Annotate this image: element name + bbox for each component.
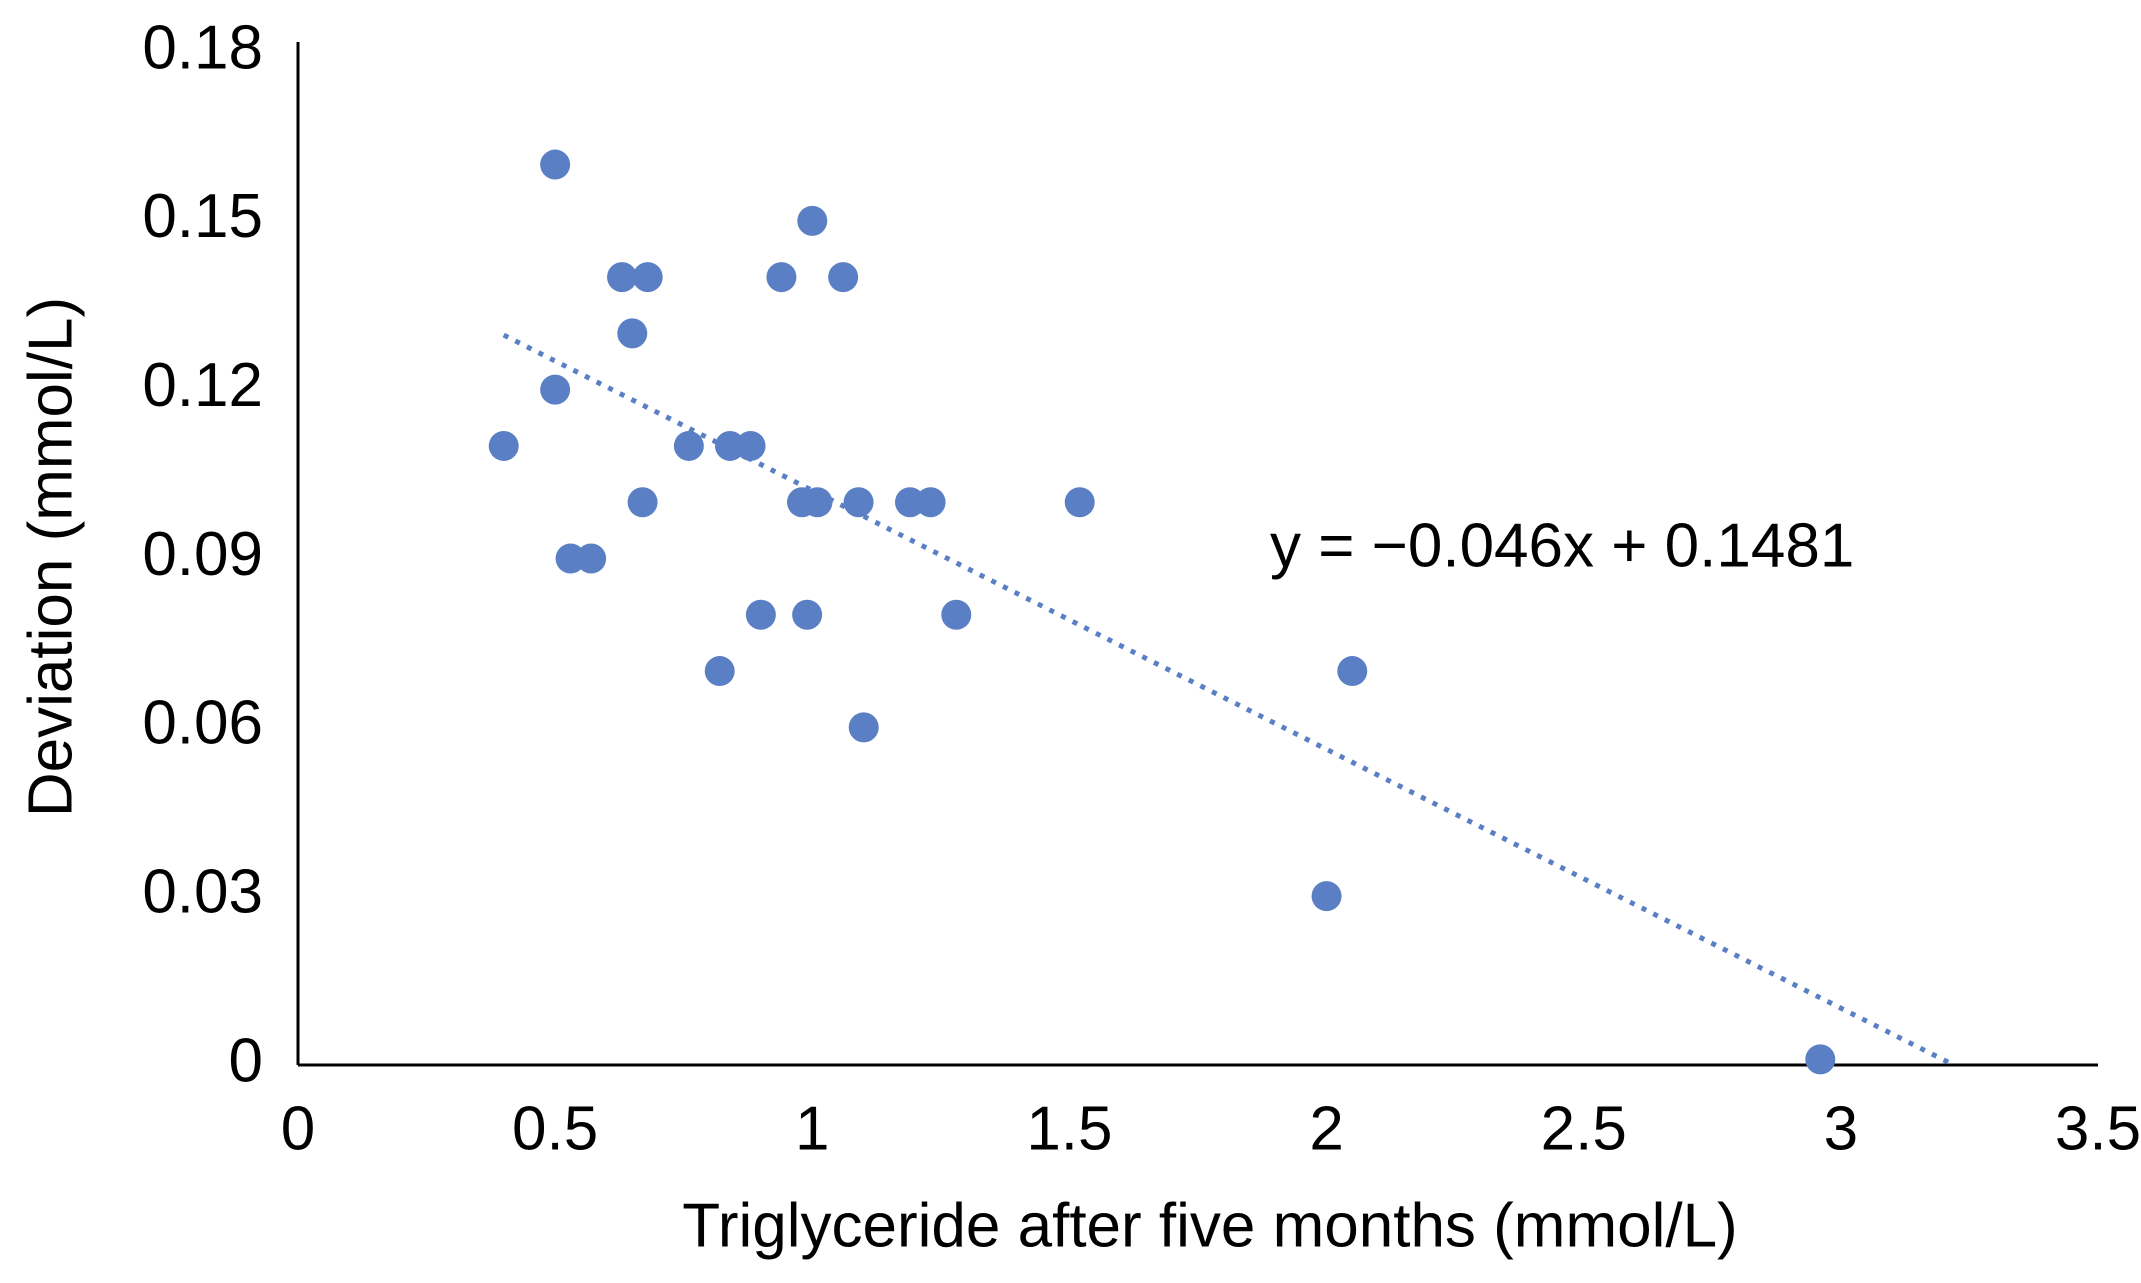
y-tick-label: 0.09 [142,520,263,589]
point [627,487,658,518]
x-tick-label: 1 [795,1094,829,1163]
point [704,656,735,687]
point [766,262,797,293]
point [540,374,571,405]
point [1311,881,1342,912]
y-tick-label: 0 [229,1026,263,1095]
point [488,430,519,461]
point [1064,487,1095,518]
trendline-equation: y = −0.046x + 0.1481 [1270,511,1854,580]
x-axis-title: Triglyceride after five months (mmol/L) [682,1191,1737,1260]
x-tick-label: 0.5 [512,1094,598,1163]
x-tick-label: 1.5 [1026,1094,1112,1163]
y-tick-label: 0.15 [142,182,263,251]
point [802,487,833,518]
x-tick-label: 3.5 [2055,1094,2141,1163]
point [1805,1044,1836,1075]
y-tick-label: 0.18 [142,13,263,82]
point [745,599,776,630]
point [792,599,823,630]
point [848,712,879,743]
point [617,318,648,349]
point [555,543,586,574]
x-tick-label: 3 [1824,1094,1858,1163]
point [941,599,972,630]
point [797,205,828,236]
point [1337,656,1368,687]
point [607,262,637,293]
x-tick-label: 2 [1309,1094,1343,1163]
trendline [502,332,1955,1068]
point [632,262,663,293]
point [895,487,925,518]
y-tick-label: 0.03 [142,858,263,927]
point [673,430,704,461]
point [843,487,874,518]
point [915,487,946,518]
point [828,262,859,293]
x-tick-label: 2.5 [1541,1094,1627,1163]
point [540,149,571,180]
point [735,430,766,461]
y-tick-label: 0.12 [142,351,263,420]
y-tick-label: 0.06 [142,689,263,758]
point [576,543,607,574]
point [715,430,745,461]
x-tick-label: 0 [281,1094,315,1163]
y-axis-title: Deviation (mmol/L) [16,297,85,817]
